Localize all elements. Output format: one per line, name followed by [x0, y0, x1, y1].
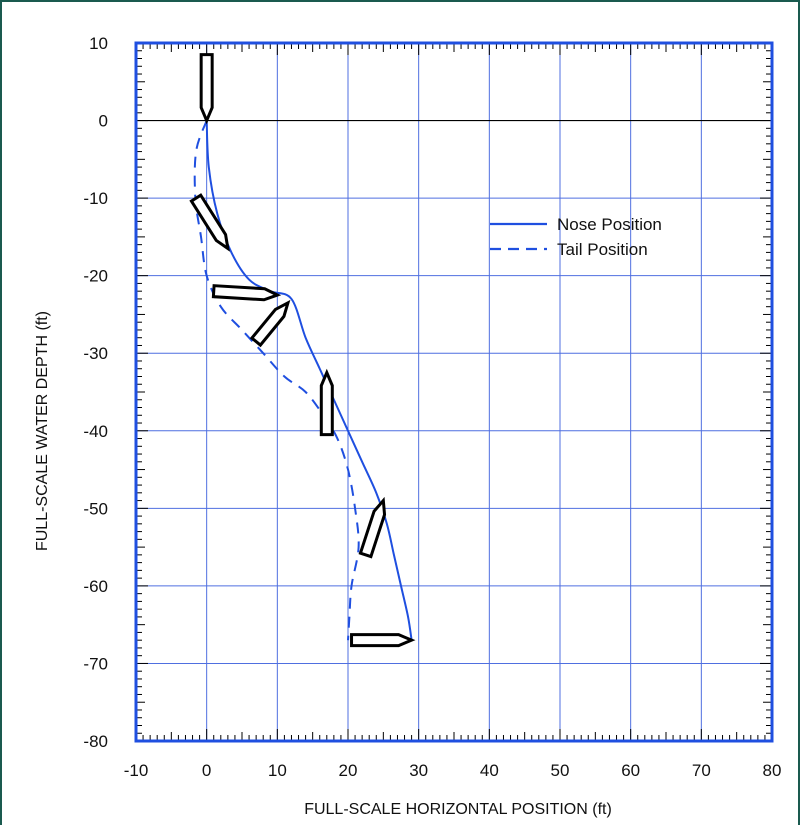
y-tick-label: -50	[83, 499, 108, 518]
body-outline	[319, 368, 334, 437]
y-tick-labels: 10 0 -10 -20 -30 -40 -50 -60 -70 -80	[83, 34, 108, 751]
grid	[136, 43, 772, 741]
body-outline	[199, 53, 214, 125]
x-tick-label: 0	[202, 761, 211, 780]
y-tick-label: -60	[83, 577, 108, 596]
y-tick-label: 10	[89, 34, 108, 53]
x-tick-label: 80	[763, 761, 782, 780]
y-tick-label: -30	[83, 344, 108, 363]
x-tick-labels: -10 0 10 20 30 40 50 60 70 80	[124, 761, 782, 780]
y-tick-label: -80	[83, 732, 108, 751]
legend: Nose Position Tail Position	[490, 215, 662, 259]
y-tick-label: -10	[83, 189, 108, 208]
legend-label-nose: Nose Position	[557, 215, 662, 234]
x-tick-label: 50	[551, 761, 570, 780]
x-axis-title: FULL-SCALE HORIZONTAL POSITION (ft)	[304, 801, 612, 818]
body-outline	[358, 496, 387, 559]
body-outline	[211, 284, 282, 302]
x-tick-label: -10	[124, 761, 149, 780]
y-tick-label: -70	[83, 654, 108, 673]
y-tick-label: -20	[83, 267, 108, 286]
minor-ticks	[135, 42, 773, 742]
y-tick-label: -40	[83, 422, 108, 441]
x-tick-label: 20	[339, 761, 358, 780]
x-tick-label: 60	[621, 761, 640, 780]
legend-label-tail: Tail Position	[557, 240, 648, 259]
body-positions	[189, 53, 416, 648]
x-tick-label: 30	[409, 761, 428, 780]
x-tick-label: 70	[692, 761, 711, 780]
x-tick-label: 40	[480, 761, 499, 780]
body-outline	[189, 193, 230, 252]
plot-border	[134, 41, 774, 743]
y-axis-title: FULL-SCALE WATER DEPTH (ft)	[34, 311, 51, 551]
body-outline	[350, 633, 416, 648]
body-outline	[249, 299, 291, 348]
x-tick-label: 10	[268, 761, 287, 780]
tail-position-line	[193, 120, 360, 641]
y-tick-label: 0	[99, 112, 108, 131]
